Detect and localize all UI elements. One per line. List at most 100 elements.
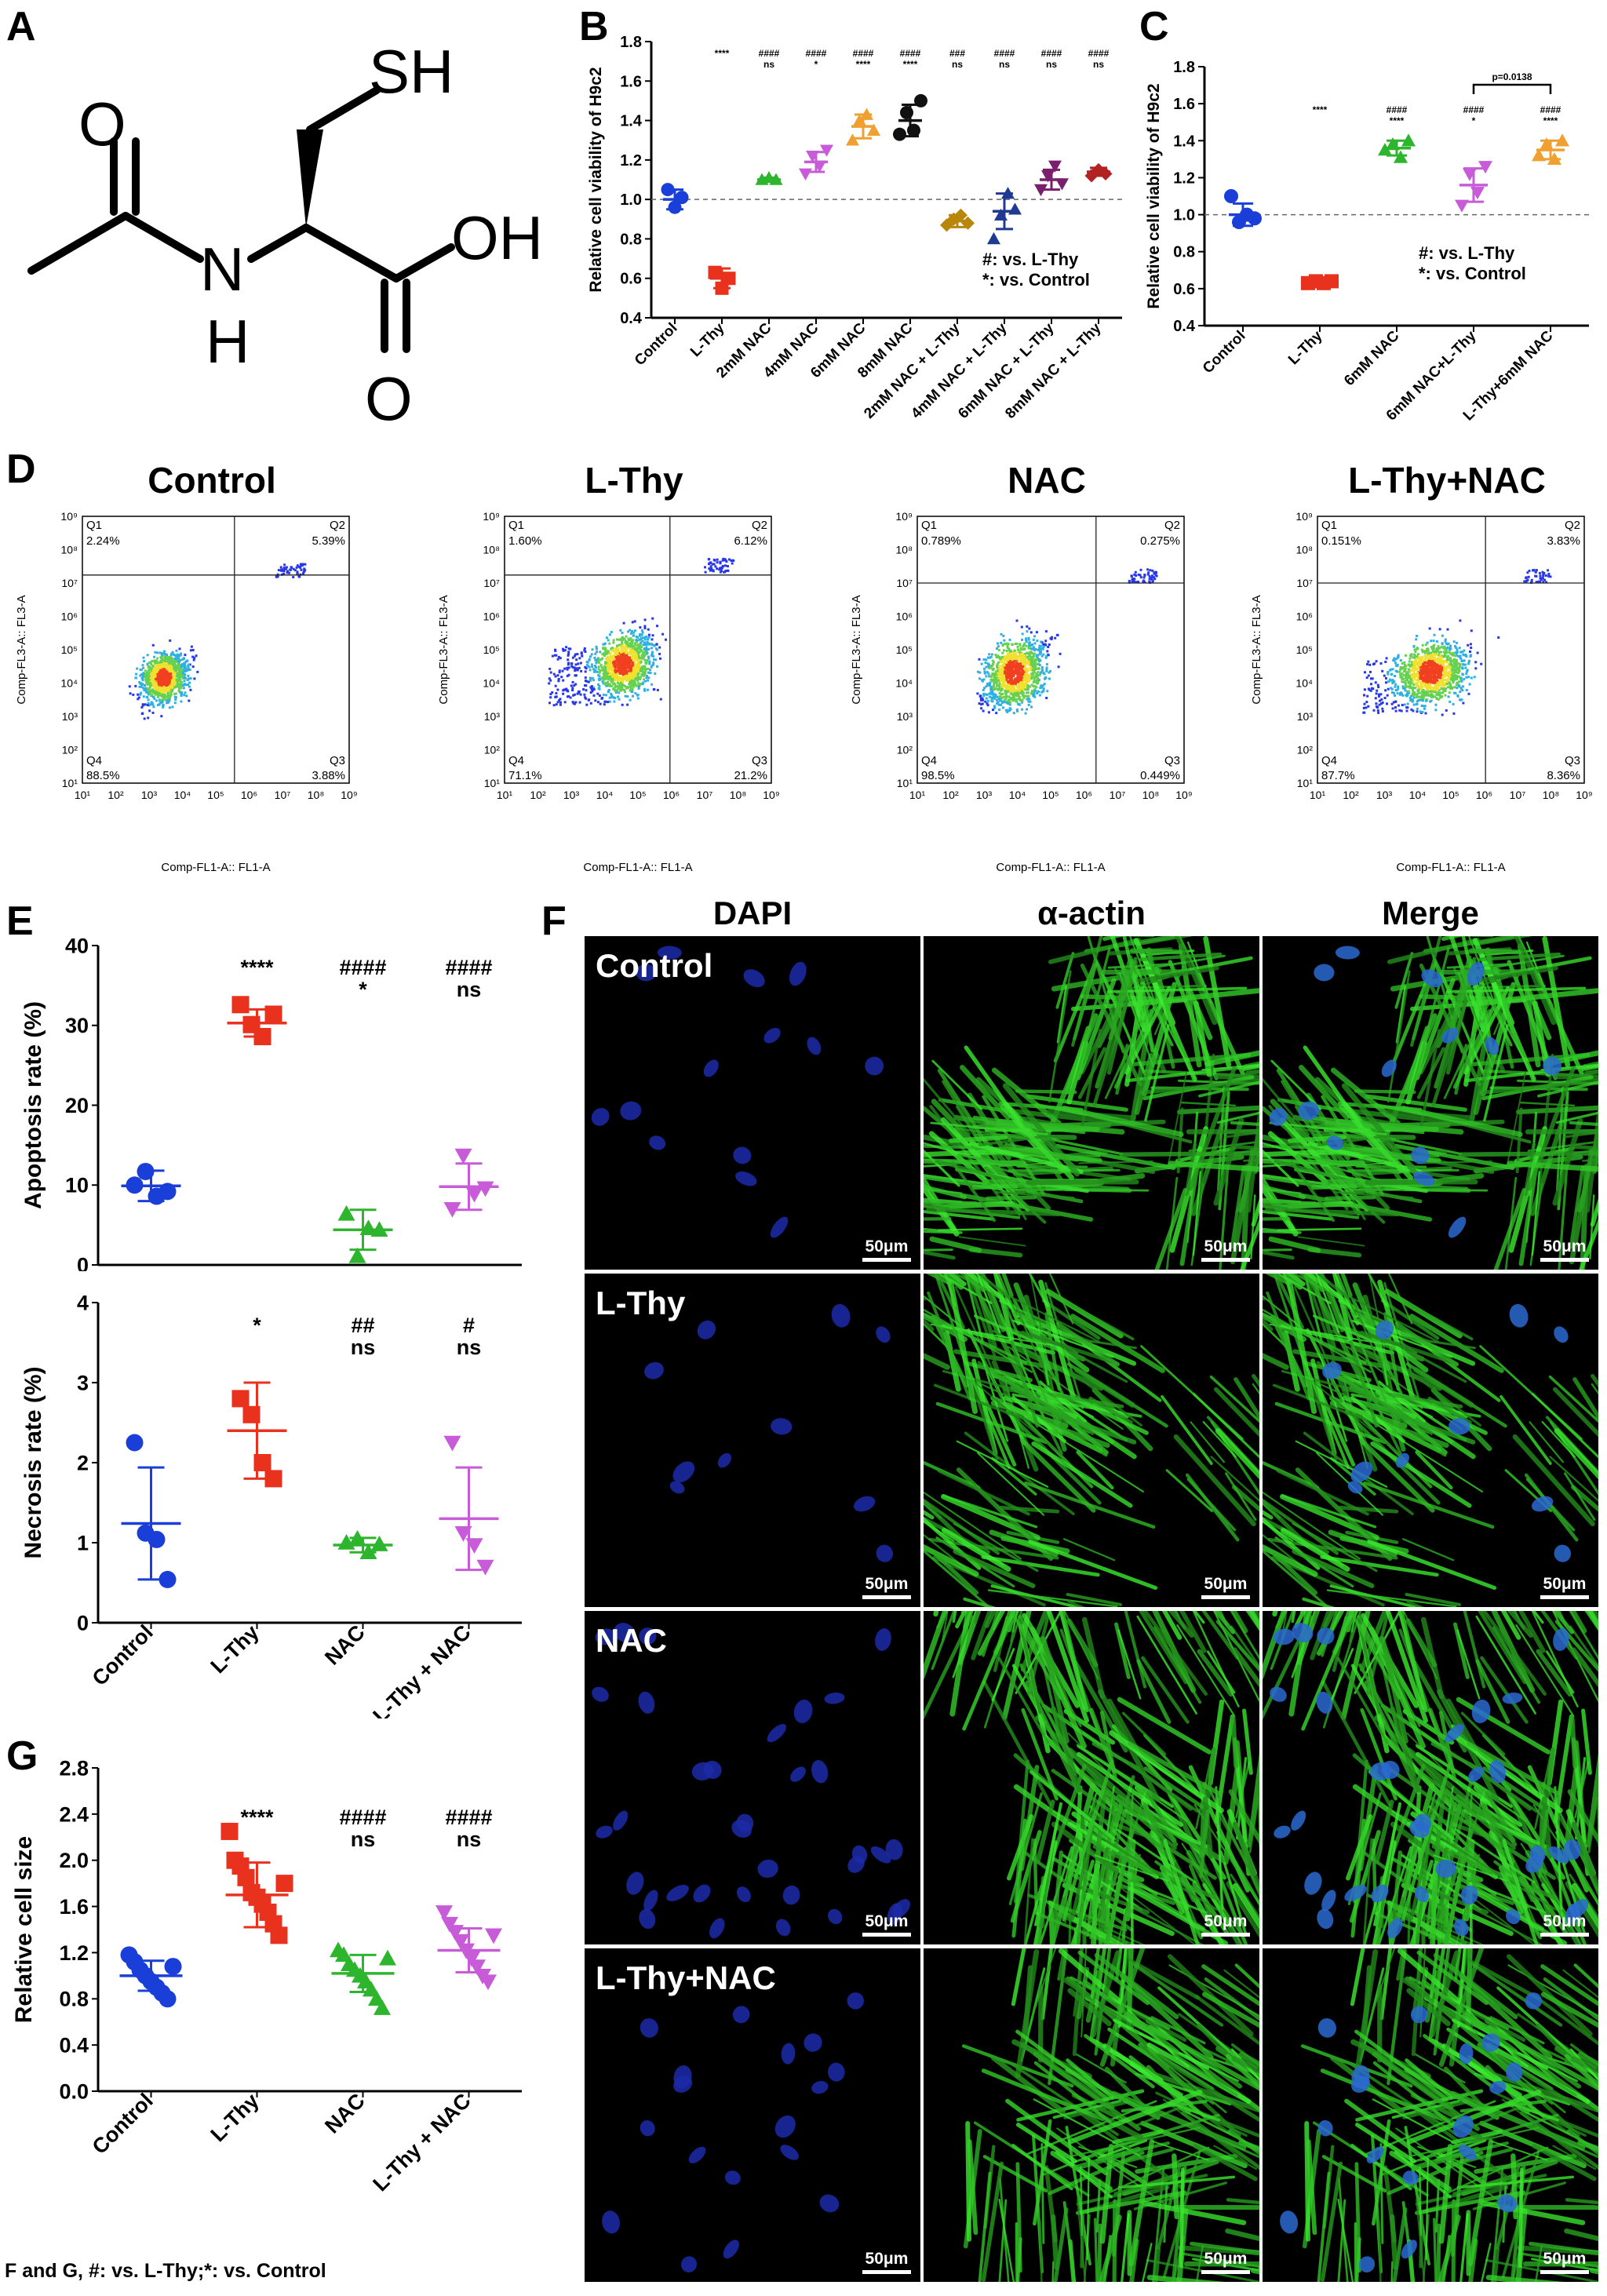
event-dot	[1377, 686, 1380, 689]
event-dot	[977, 670, 979, 673]
event-dot	[1048, 677, 1051, 680]
quadrant-value: 71.1%	[508, 769, 542, 782]
event-dot	[132, 693, 135, 696]
event-dot	[170, 652, 173, 655]
event-dot	[645, 668, 648, 670]
event-dot	[988, 656, 991, 659]
event-dot	[1030, 658, 1033, 661]
event-dot	[613, 651, 616, 654]
event-dot	[158, 665, 161, 669]
event-dot	[1417, 676, 1420, 679]
event-dot	[162, 668, 165, 671]
event-dot	[177, 690, 180, 693]
event-dot	[1027, 638, 1030, 641]
event-dot	[151, 673, 154, 676]
series-group	[708, 265, 736, 295]
event-dot	[1004, 694, 1008, 697]
event-dot	[1134, 570, 1137, 574]
event-dot	[1396, 692, 1399, 695]
event-dot	[1018, 651, 1022, 654]
event-dot	[608, 696, 611, 699]
event-dot	[570, 684, 573, 687]
y-tick-label: 10⁶	[896, 610, 913, 623]
event-dot	[166, 658, 169, 661]
event-dot	[996, 698, 998, 702]
event-dot	[643, 625, 647, 628]
event-dot	[1379, 662, 1383, 665]
event-dot	[1026, 658, 1029, 661]
event-dot	[1139, 568, 1142, 571]
event-dot	[1459, 698, 1463, 702]
event-dot	[625, 666, 629, 669]
event-dot	[142, 687, 145, 690]
event-dot	[991, 678, 993, 681]
event-dot	[659, 698, 662, 701]
event-dot	[173, 669, 177, 672]
event-dot	[1033, 635, 1037, 638]
event-dot	[579, 693, 582, 696]
event-dot	[177, 685, 179, 688]
event-dot	[1003, 657, 1006, 660]
event-dot	[1419, 661, 1422, 664]
event-dot	[177, 682, 179, 685]
significance-label: ****	[903, 59, 918, 70]
event-dot	[1009, 698, 1012, 701]
event-dot	[624, 694, 627, 698]
event-dot	[647, 647, 650, 651]
event-dot	[606, 651, 609, 654]
event-dot	[640, 629, 643, 632]
event-dot	[1008, 681, 1011, 684]
flow-title: L-Thy+NAC	[1348, 460, 1546, 501]
event-dot	[1011, 698, 1014, 701]
event-dot	[996, 663, 999, 666]
event-dot	[1535, 581, 1538, 584]
event-dot	[1420, 705, 1423, 707]
event-dot	[1033, 652, 1036, 655]
event-dot	[301, 563, 304, 566]
event-dot	[1046, 690, 1049, 693]
event-dot	[1026, 680, 1029, 683]
event-dot	[622, 672, 625, 675]
event-dot	[1015, 672, 1018, 676]
y-tick-label: 10²	[897, 744, 913, 756]
event-dot	[172, 671, 174, 674]
event-dot	[183, 667, 186, 670]
event-dot	[1001, 663, 1004, 666]
data-point	[1455, 199, 1469, 213]
event-dot	[1022, 694, 1025, 697]
event-dot	[189, 649, 192, 652]
event-dot	[1030, 677, 1033, 680]
event-dot	[636, 684, 640, 687]
event-dot	[710, 567, 713, 570]
event-dot	[1412, 703, 1416, 706]
event-dot	[1037, 648, 1040, 651]
event-dot	[985, 697, 988, 700]
event-dot	[993, 705, 996, 708]
event-dot	[634, 692, 637, 695]
event-dot	[643, 670, 647, 673]
event-dot	[727, 565, 729, 568]
event-dot	[978, 677, 981, 680]
event-dot	[1008, 657, 1011, 660]
event-dot	[1424, 643, 1427, 647]
event-dot	[1029, 685, 1032, 688]
event-dot	[548, 682, 551, 685]
event-dot	[1540, 578, 1543, 581]
event-dot	[1017, 694, 1020, 698]
event-dot	[1412, 683, 1416, 687]
event-dot	[631, 683, 634, 686]
event-dot	[597, 687, 600, 690]
event-dot	[1028, 698, 1031, 701]
event-dot	[177, 659, 180, 662]
event-dot	[629, 676, 632, 680]
event-dot	[1005, 668, 1008, 671]
event-dot	[621, 638, 624, 641]
event-dot	[1394, 675, 1396, 677]
event-dot	[623, 647, 626, 650]
event-dot	[731, 562, 734, 565]
event-dot	[1525, 580, 1528, 583]
y-tick-label: 10⁹	[483, 510, 500, 523]
event-dot	[621, 676, 624, 679]
event-dot	[1031, 672, 1034, 675]
series-group	[1084, 162, 1113, 183]
